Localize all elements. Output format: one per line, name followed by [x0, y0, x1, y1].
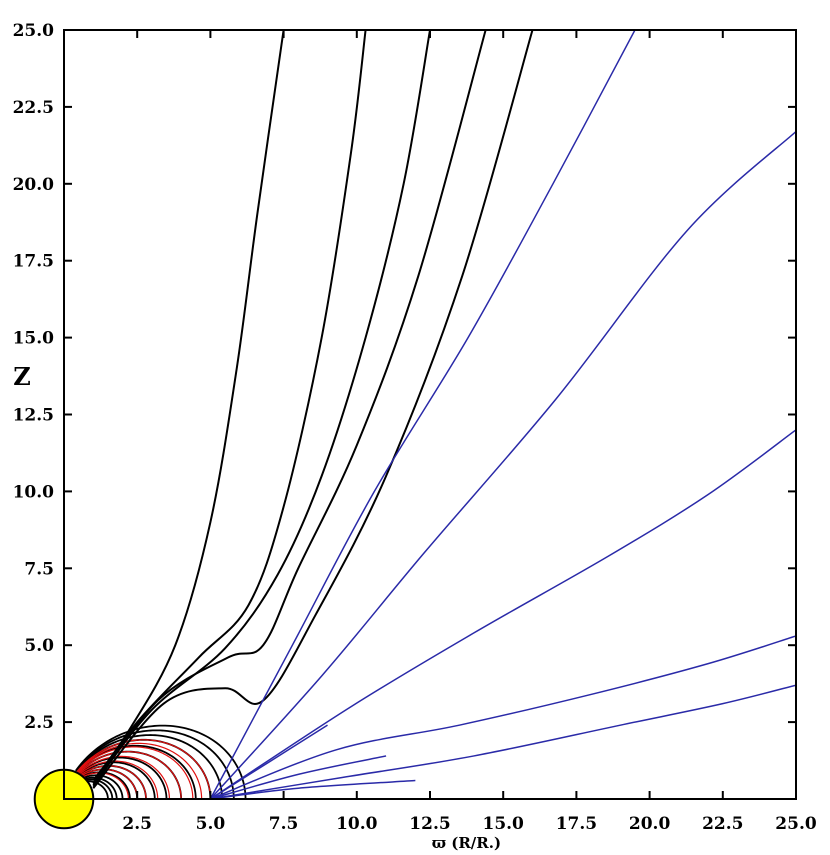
x-tick-label-0: 2.5 [122, 814, 152, 834]
field-line-wind-9 [210, 684, 796, 799]
x-tick-label-2: 7.5 [269, 814, 299, 834]
x-tick-label-1: 5.0 [196, 814, 226, 834]
x-tick-label-7: 20.0 [629, 814, 671, 834]
closed-field-loop-red-7 [77, 742, 203, 799]
axis-ticks: 2.5 5.0 7.5 10.0 12.5 15.0 17.5 20.0 22.5 25.0 2.5… [13, 21, 817, 834]
y-tick-label-3: 10.0 [13, 482, 55, 502]
closed-field-loop-red-0 [83, 772, 130, 799]
y-axis-label: Z [13, 362, 31, 391]
closed-field-loop-red-2 [81, 765, 147, 799]
field-line-open-1 [92, 30, 367, 785]
field-line-wind-6 [209, 130, 796, 799]
closed-field-loop-black-2 [85, 776, 118, 799]
closed-field-loop-red-8 [76, 739, 211, 799]
closed-field-loop-red-6 [77, 746, 194, 799]
closed-field-loop-red-4 [79, 755, 171, 799]
closed-field-loop-black-13 [75, 729, 235, 799]
x-tick-label-8: 22.5 [702, 814, 743, 834]
x-tick-label-5: 15.0 [482, 814, 524, 834]
y-tick-label-8: 22.5 [13, 98, 54, 118]
x-tick-label-9: 25.0 [775, 814, 817, 834]
plot-area [33, 30, 796, 830]
y-tick-label-7: 20.0 [13, 175, 55, 195]
closed-field-loop-red-5 [78, 751, 182, 799]
y-tick-label-6: 17.5 [13, 252, 54, 272]
y-tick-label-5: 15.0 [13, 329, 55, 349]
field-line-open-0 [92, 30, 285, 782]
field-line-wind-5 [209, 30, 636, 799]
closed-field-loop-black-3 [84, 774, 124, 799]
field-line-wind-7 [209, 429, 796, 799]
x-tick-label-3: 10.0 [336, 814, 378, 834]
field-line-wind-12 [210, 779, 416, 799]
field-line-open-4 [92, 30, 534, 789]
field-line-open-2 [92, 30, 431, 786]
closed-field-loop-red-3 [79, 760, 159, 799]
closed-field-loop-black-7 [80, 761, 156, 799]
field-line-open-3 [92, 30, 487, 788]
y-tick-label-9: 25.0 [13, 21, 55, 41]
field-lines [75, 30, 796, 799]
x-tick-label-4: 12.5 [409, 814, 450, 834]
x-axis-label: ϖ (R/R.) [432, 834, 501, 852]
y-tick-label-2: 7.5 [24, 559, 54, 579]
closed-field-loop-red-1 [82, 768, 138, 799]
closed-field-loop-black-14 [75, 724, 247, 799]
field-line-wind-11 [210, 724, 328, 799]
field-line-wind-8 [210, 635, 796, 799]
field-line-wind-10 [210, 755, 387, 799]
closed-field-loop-black-12 [75, 734, 224, 799]
closed-field-loop-black-0 [87, 780, 109, 799]
x-tick-label-6: 17.5 [556, 814, 597, 834]
y-tick-label-1: 5.0 [24, 636, 54, 656]
y-tick-label-0: 2.5 [24, 713, 54, 733]
y-tick-label-4: 12.5 [13, 406, 54, 426]
